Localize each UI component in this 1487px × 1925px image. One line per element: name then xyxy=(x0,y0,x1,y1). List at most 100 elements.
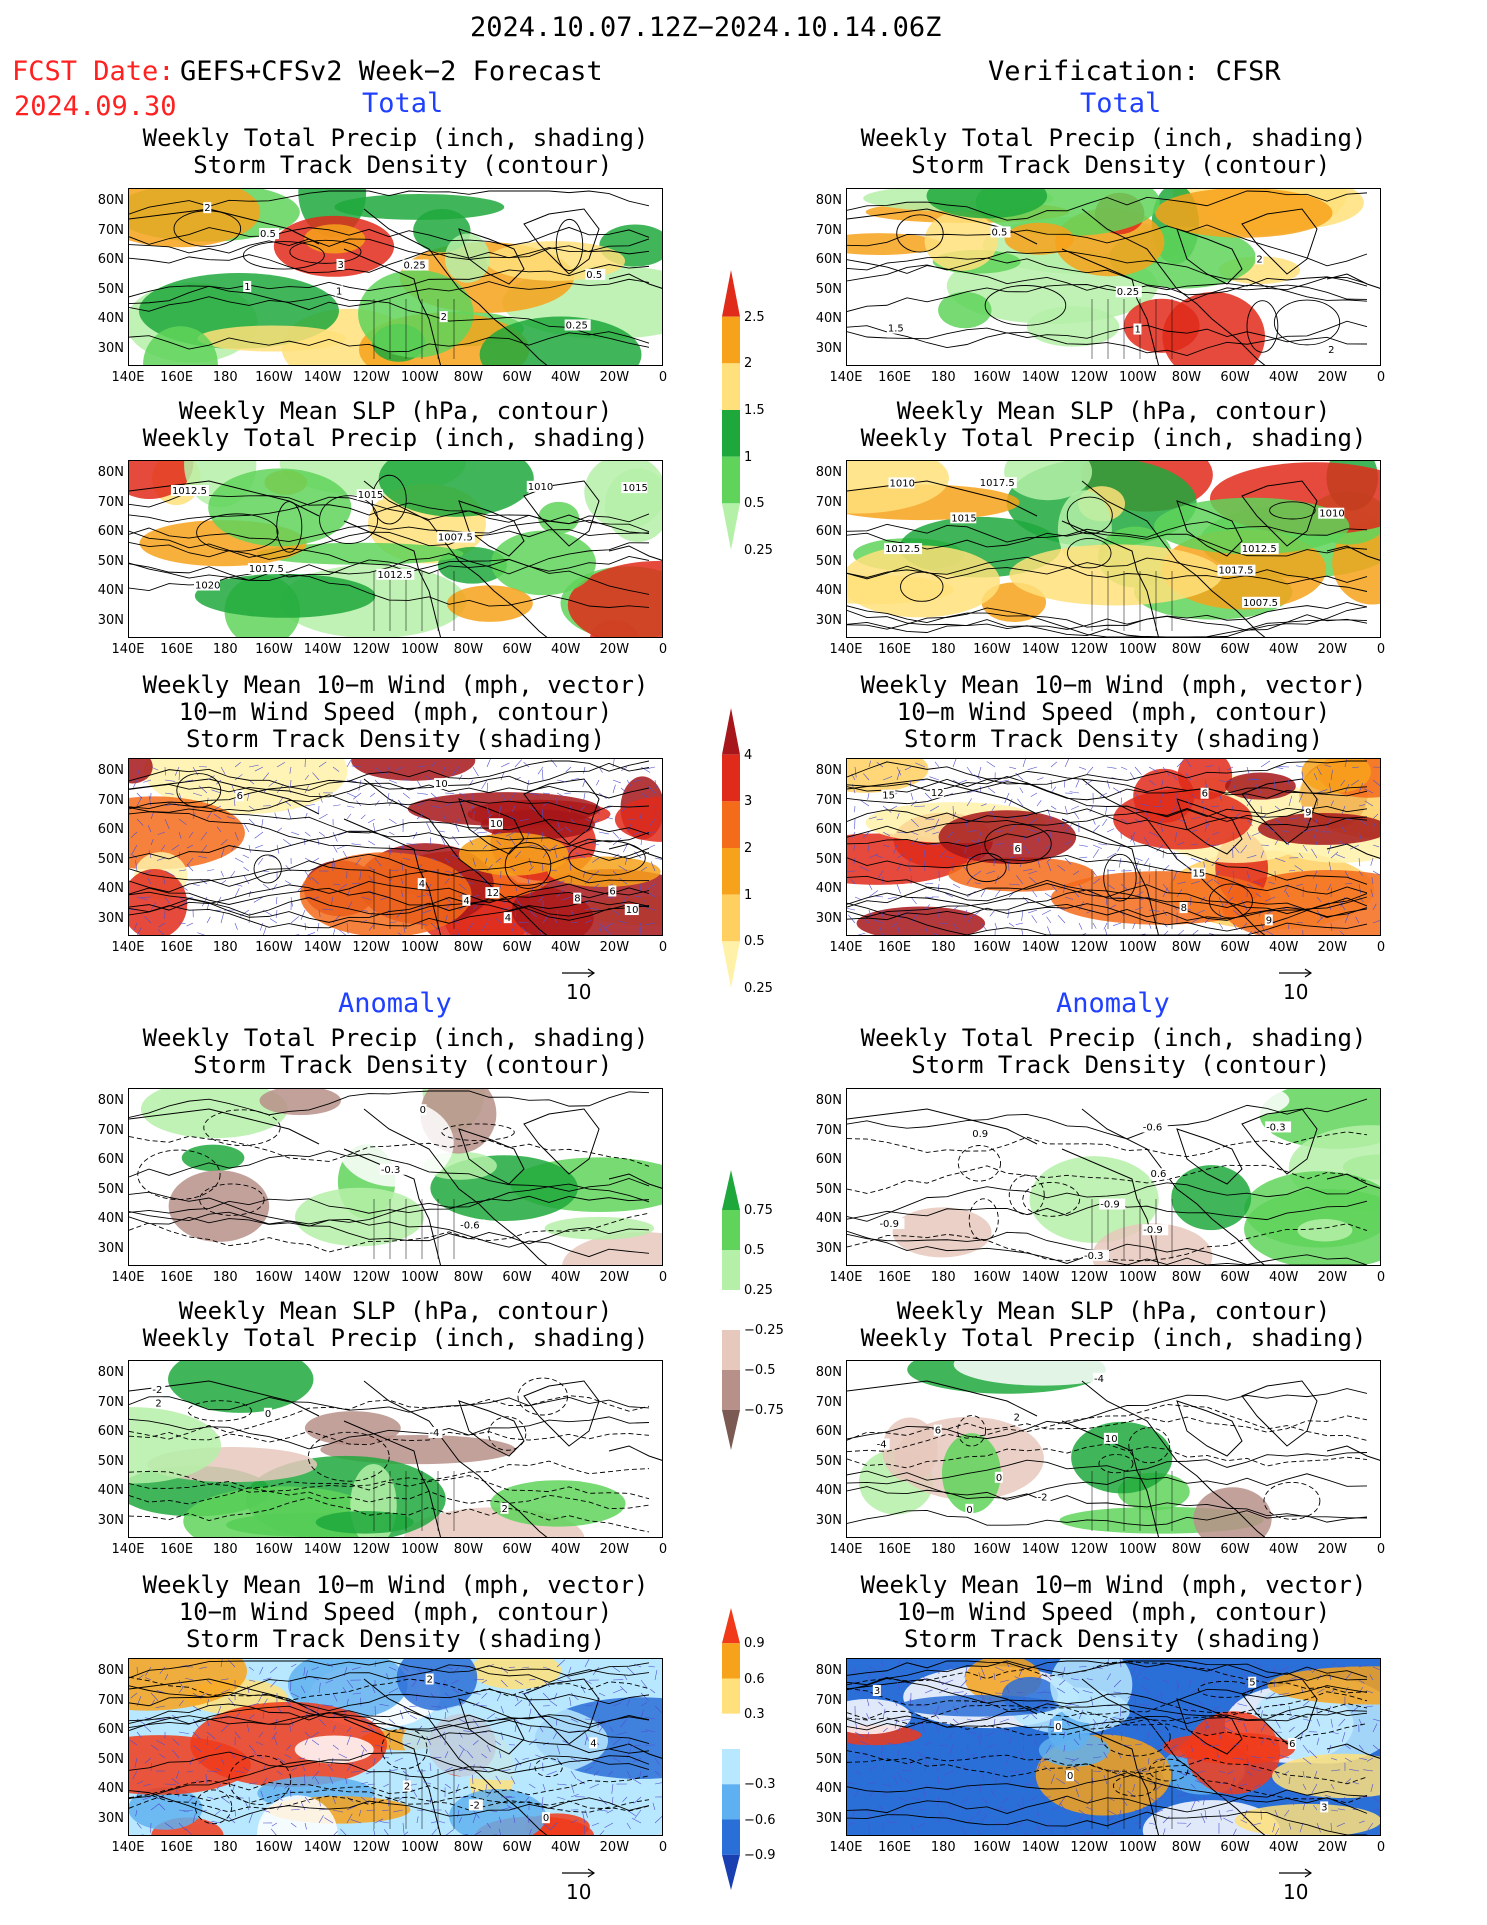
wind-vector xyxy=(649,844,656,848)
shading-blob xyxy=(181,1144,245,1172)
lon-label: 0 xyxy=(1376,1840,1386,1855)
wind-vector xyxy=(192,792,203,797)
wind-vector xyxy=(472,1678,484,1681)
lon-label: 120W xyxy=(1070,1270,1108,1285)
wind-vector xyxy=(591,907,600,911)
shading-blob xyxy=(208,468,352,547)
lat-label: 70N xyxy=(815,494,842,510)
contour-line xyxy=(129,1710,650,1725)
lon-label: 20W xyxy=(599,1840,630,1855)
wind-vector xyxy=(1148,831,1159,837)
wind-vector xyxy=(863,773,870,781)
wind-vector xyxy=(526,875,530,885)
wind-vector xyxy=(854,805,856,813)
wind-vector xyxy=(276,1757,286,1763)
wind-vector xyxy=(556,1744,561,1755)
lon-label: 140W xyxy=(303,370,342,385)
wind-vector xyxy=(399,1710,404,1720)
wind-vector xyxy=(1351,1705,1360,1713)
lon-label: 80W xyxy=(1171,1270,1202,1285)
wind-vector xyxy=(397,1796,404,1802)
coastline xyxy=(1241,480,1318,547)
lat-label: 60N xyxy=(97,1424,124,1439)
coastline xyxy=(363,1108,548,1265)
wind-vector xyxy=(591,857,600,863)
wind-vector xyxy=(910,896,917,905)
wind-vector xyxy=(458,1731,463,1738)
wind-vector xyxy=(528,1708,532,1720)
wind-vector xyxy=(1036,800,1042,807)
wind-vector xyxy=(976,1809,982,1816)
wind-vector xyxy=(159,1753,166,1759)
wind-vector xyxy=(1218,922,1224,929)
wind-vector xyxy=(216,1783,222,1790)
contour-label-bg xyxy=(1288,1738,1297,1750)
lon-label: 160W xyxy=(255,1840,293,1855)
wind-vector xyxy=(1228,883,1234,894)
wind-vector xyxy=(1056,1777,1066,1785)
wind-vector xyxy=(484,1783,488,1794)
wind-vector xyxy=(1283,1770,1290,1775)
wind-vector xyxy=(1153,805,1164,807)
wind-vector xyxy=(1330,1718,1333,1728)
contour-label-bg xyxy=(459,1219,486,1231)
coastline xyxy=(1176,500,1243,557)
contour-label-bg xyxy=(881,789,896,801)
wind-vector xyxy=(1232,844,1240,854)
wind-vector xyxy=(640,1709,644,1720)
wind-vector xyxy=(178,869,187,872)
wind-vector xyxy=(1134,1767,1146,1772)
wind-vector xyxy=(1082,1690,1094,1694)
wind-vector xyxy=(1008,883,1020,886)
wind-vector xyxy=(514,1679,523,1685)
wind-vector xyxy=(1072,1687,1080,1694)
wind-vector xyxy=(881,1659,884,1668)
contour-ring xyxy=(1273,299,1341,346)
wind-vector xyxy=(1106,766,1117,769)
lon-label: 20W xyxy=(599,940,630,955)
wind-vector xyxy=(176,1790,180,1798)
wind-vector xyxy=(582,779,586,787)
contour-label: 9 xyxy=(1305,808,1311,819)
lon-label: 120W xyxy=(352,370,390,385)
lon-label: 100W xyxy=(1118,1270,1157,1285)
wind-vector xyxy=(977,831,982,842)
wind-vector xyxy=(1196,1700,1206,1707)
wind-vector xyxy=(599,1830,605,1835)
contour-label: 6 xyxy=(1289,1739,1295,1750)
contour-label-bg xyxy=(1179,902,1188,914)
lon-label: 20W xyxy=(599,1270,630,1285)
map-panel: 1017.5 1015 1012.5 1007.5 1012.5 1010 1015 1020 xyxy=(128,460,663,638)
wind-vector xyxy=(948,1783,954,1792)
wind-vector xyxy=(1328,1672,1332,1681)
wind-vector xyxy=(451,766,460,776)
wind-vector xyxy=(938,849,946,859)
wind-vector xyxy=(654,857,662,860)
wind-vector xyxy=(924,882,934,885)
wind-vector xyxy=(289,766,292,774)
wind-vector xyxy=(1022,868,1033,872)
wind-vector xyxy=(1372,1718,1380,1722)
wind-vector xyxy=(430,1821,438,1824)
wind-vector xyxy=(311,876,320,885)
wind-vector xyxy=(1325,818,1332,828)
contour-line xyxy=(847,1676,1368,1705)
wind-vector xyxy=(556,792,564,797)
wind-vector xyxy=(499,1816,502,1824)
wind-vector xyxy=(1134,1743,1143,1746)
wind-vector xyxy=(542,1692,551,1701)
wind-vector xyxy=(1253,1661,1262,1668)
wind-vector xyxy=(150,1803,160,1811)
wind-vector xyxy=(1092,1756,1102,1759)
wind-vector xyxy=(1078,844,1088,847)
wind-vector xyxy=(134,1757,138,1769)
contour-label: 4 xyxy=(419,879,425,890)
wind-vector xyxy=(1190,1666,1199,1668)
wind-vector xyxy=(1358,804,1365,807)
wind-vector xyxy=(868,1666,878,1671)
shading-blob xyxy=(299,852,472,935)
shading-blob xyxy=(444,233,490,283)
wind-vector xyxy=(1143,1806,1150,1811)
reference-arrow-label: 10 xyxy=(566,1880,592,1904)
